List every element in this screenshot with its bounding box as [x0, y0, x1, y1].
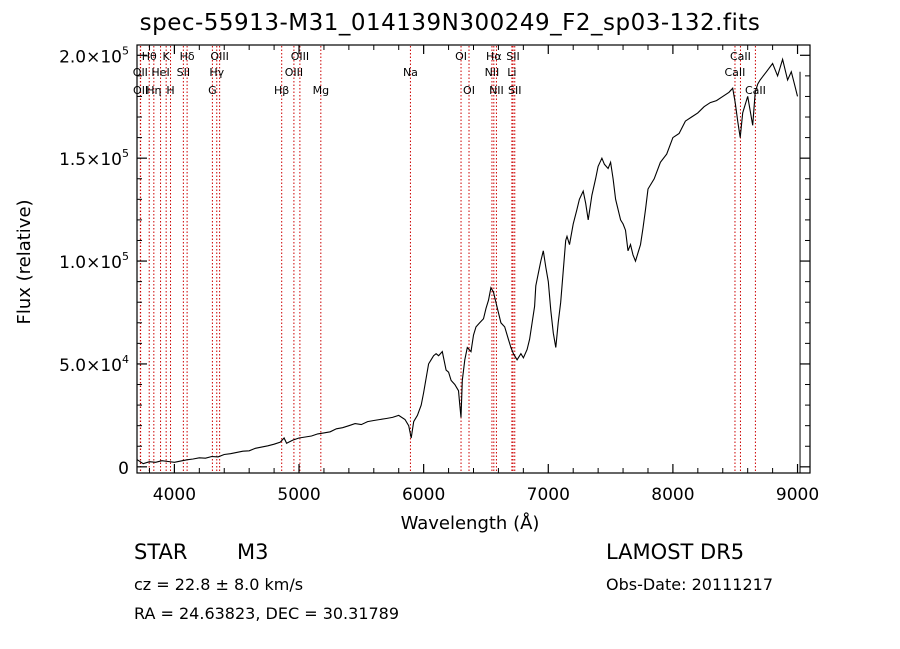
spectral-line-label: Hγ — [209, 66, 224, 79]
spectral-line-label: Mg — [313, 84, 329, 97]
spectrum-line — [136, 57, 799, 465]
y-tick-label: 5.0×104 — [59, 353, 129, 376]
spectral-line-label: Hδ — [180, 50, 195, 63]
spectral-line-label: H — [166, 84, 174, 97]
x-tick-label: 8000 — [651, 485, 694, 505]
x-tick-label: 4000 — [153, 485, 196, 505]
spectral-line-label: SII — [177, 66, 190, 79]
spectral-line-label: Hα — [486, 50, 502, 63]
spectral-line-label: CaII — [725, 66, 746, 79]
observation-date: Obs-Date: 20111217 — [606, 575, 774, 594]
chart-title: spec-55913-M31_014139N300249_F2_sp03-132… — [139, 10, 761, 36]
spectral-line-label: K — [163, 50, 171, 63]
x-axis-ticks: 4000 5000 6000 7000 8000 9000 — [148, 45, 819, 505]
y-axis-ticks: 0 5.0×104 1.0×105 1.5×105 2.0×105 — [59, 44, 810, 479]
spectral-line-label: NII — [485, 66, 500, 79]
spectral-line-label: OIII — [285, 66, 303, 79]
spectral-line-label: SII — [508, 84, 521, 97]
y-tick-label: 1.0×105 — [59, 250, 129, 273]
spectral-line-label: CaII — [730, 50, 751, 63]
plot-frame — [136, 44, 811, 474]
spectral-line-label: OI — [455, 50, 467, 63]
spectral-line-label: Hθ — [142, 50, 157, 63]
spectral-line-label: OI — [463, 84, 475, 97]
x-axis-label: Wavelength (Å) — [401, 512, 540, 534]
redshift-cz: cz = 22.8 ± 8.0 km/s — [134, 575, 304, 594]
spectral-line-label: NII — [489, 84, 504, 97]
spectral-line-label: SII — [506, 50, 519, 63]
ra-dec-coordinates: RA = 24.63823, DEC = 30.31789 — [134, 604, 400, 623]
spectral-line-label: G — [208, 84, 217, 97]
spectral-line-label: Hη — [146, 84, 161, 97]
spectral-line-label: OIII — [210, 50, 228, 63]
spectral-line-label: Na — [403, 66, 418, 79]
spectral-line-label: HeI — [151, 66, 169, 79]
survey-name: LAMOST DR5 — [606, 540, 745, 564]
spectral-line-label: Li — [507, 66, 516, 79]
spectral-line-label: OII — [133, 66, 148, 79]
object-subclass: M3 — [237, 540, 269, 564]
y-axis-label: Flux (relative) — [14, 199, 35, 324]
y-tick-label: 2.0×105 — [59, 44, 129, 67]
y-tick-label: 0 — [118, 459, 129, 479]
x-tick-label: 6000 — [402, 485, 445, 505]
y-tick-label: 1.5×105 — [59, 147, 129, 170]
object-class: STAR — [134, 540, 188, 564]
spectral-line-label: Hβ — [274, 84, 289, 97]
x-tick-label: 9000 — [776, 485, 819, 505]
x-tick-label: 7000 — [527, 485, 570, 505]
spectral-line-label: OIII — [291, 50, 309, 63]
spectral-line-markers — [139, 46, 801, 473]
x-tick-label: 5000 — [277, 485, 320, 505]
